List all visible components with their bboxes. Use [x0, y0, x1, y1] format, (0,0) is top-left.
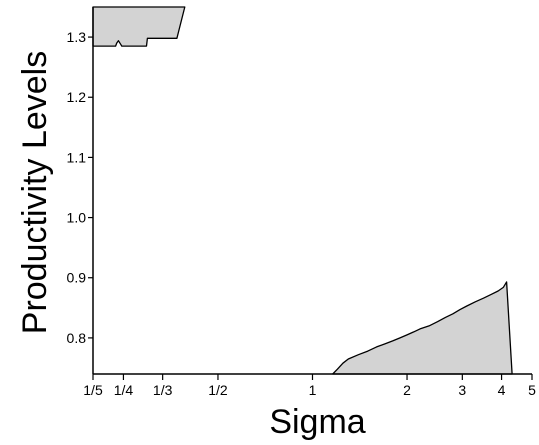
x-tick-label: 1/2: [208, 382, 228, 398]
x-axis-title: Sigma: [269, 403, 365, 441]
shaded-region-1: [92, 6, 186, 47]
y-ticks: 0.8 0.9 1.0 1.1 1.2 1.3: [67, 29, 93, 346]
x-ticks: 1/5 1/4 1/3 1/2 1 2 3 4 5: [83, 374, 536, 398]
shaded-region-2: [332, 281, 513, 375]
y-tick-label: 1.3: [67, 29, 87, 45]
y-tick-label: 1.2: [67, 89, 87, 105]
y-tick-label: 1.0: [67, 210, 87, 226]
x-tick-label: 5: [528, 382, 536, 398]
shaded-regions: [92, 6, 513, 375]
y-axis-title: Productivity Levels: [16, 51, 54, 334]
x-tick-label: 2: [403, 382, 411, 398]
y-tick-label: 0.8: [67, 330, 87, 346]
x-tick-label: 1/3: [153, 382, 173, 398]
x-tick-label: 4: [498, 382, 506, 398]
x-tick-label: 1/5: [83, 382, 103, 398]
x-tick-label: 1/4: [114, 382, 134, 398]
x-tick-label: 3: [458, 382, 466, 398]
x-tick-label: 1: [309, 382, 317, 398]
y-tick-label: 0.9: [67, 270, 87, 286]
y-tick-label: 1.1: [67, 149, 87, 165]
